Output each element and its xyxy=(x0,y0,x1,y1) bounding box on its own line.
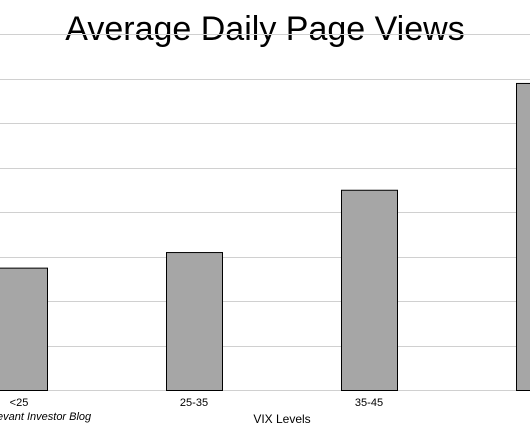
source-note: evant Investor Blog xyxy=(0,411,92,423)
bar-series xyxy=(0,82,530,391)
chart-title: Average Daily Page Views xyxy=(65,10,464,48)
x-tick-label: <25 xyxy=(10,397,29,409)
x-tick-label: 35-45 xyxy=(355,397,383,409)
bar-0 xyxy=(0,267,48,391)
bar-1 xyxy=(166,252,223,391)
x-tick-label: 25-35 xyxy=(180,397,208,409)
x-tick-labels: <25 25-35 35-45 xyxy=(10,397,383,409)
bar-2 xyxy=(341,189,398,391)
bar-3 xyxy=(516,82,530,391)
gridlines xyxy=(0,34,530,391)
x-axis-label: VIX Levels xyxy=(253,412,310,426)
